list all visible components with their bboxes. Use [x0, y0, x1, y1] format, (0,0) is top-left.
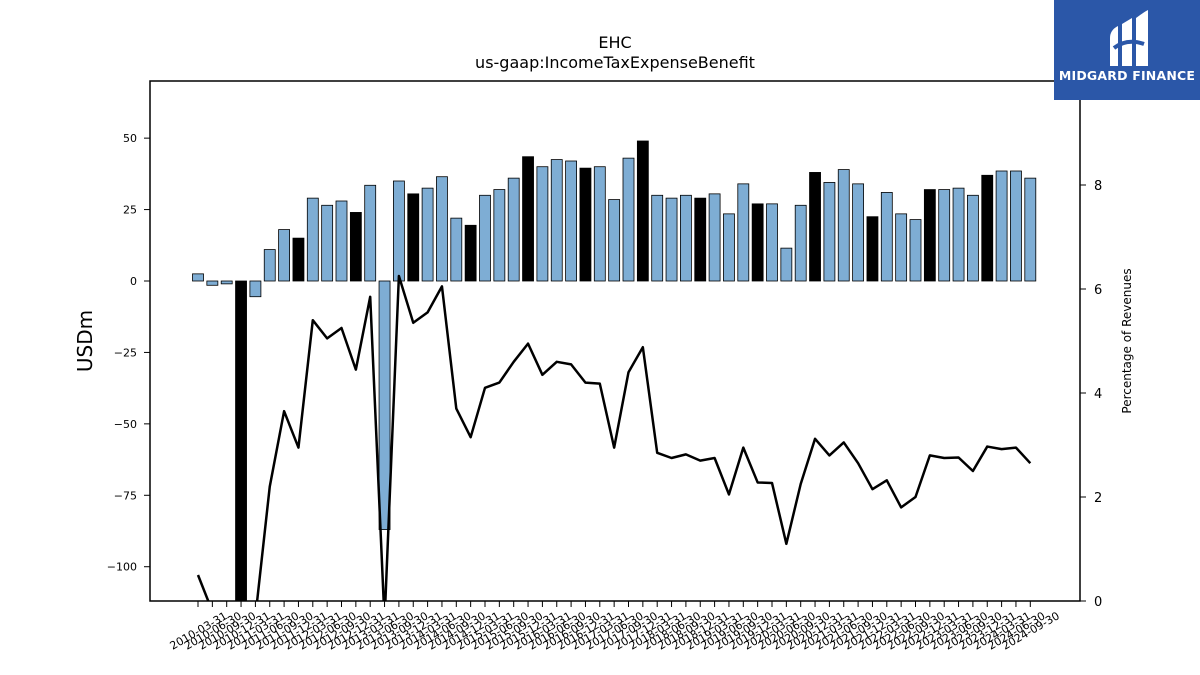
- bar: [723, 213, 735, 282]
- bar: [565, 160, 577, 282]
- bar: [823, 182, 836, 282]
- bar: [349, 212, 362, 282]
- midgard-logo-icon: [1110, 10, 1148, 66]
- bar: [737, 183, 750, 282]
- bar: [464, 224, 477, 282]
- logo-text: MIDGARD FINANCE: [1058, 68, 1196, 83]
- y2-tick-label: 4: [1094, 387, 1102, 402]
- bar: [665, 197, 678, 282]
- y-tick-label: 0: [130, 275, 137, 288]
- y-tick-label: −75: [114, 489, 137, 502]
- bar: [192, 273, 204, 282]
- bar: [895, 213, 908, 282]
- chart-subtitle: us-gaap:IncomeTaxExpenseBenefit: [475, 53, 755, 72]
- bar: [493, 189, 506, 282]
- y2-tick-label: 2: [1094, 491, 1102, 506]
- chart-title: EHC: [598, 33, 631, 52]
- y-tick-label: −50: [114, 418, 137, 431]
- bar: [335, 200, 348, 282]
- y2-axis-label: Percentage of Revenues: [1120, 268, 1134, 413]
- bar: [249, 280, 262, 298]
- bar: [306, 197, 319, 282]
- bar: [995, 170, 1008, 282]
- bar: [536, 166, 549, 282]
- bar: [235, 280, 247, 601]
- bar: [694, 197, 707, 282]
- y-axis-left: −100 −75 −50 −25 0 25 50: [107, 132, 150, 574]
- bar: [593, 166, 606, 282]
- bar: [1024, 177, 1037, 282]
- bar: [938, 189, 951, 282]
- bar: [794, 204, 807, 282]
- bar: [450, 217, 463, 282]
- bar: [407, 193, 420, 282]
- plot-frame: [149, 80, 1081, 602]
- y-tick-label: −100: [107, 561, 137, 574]
- bar: [809, 172, 821, 282]
- bar: [550, 159, 563, 282]
- brand-logo: MIDGARD FINANCE: [1054, 0, 1200, 100]
- revenue-pct-line: [196, 274, 1032, 601]
- bar: [708, 193, 721, 282]
- bar: [263, 249, 276, 282]
- bar: [608, 199, 621, 282]
- y2-tick-label: 0: [1094, 595, 1102, 610]
- bar: [852, 183, 864, 282]
- bar: [622, 157, 635, 282]
- y2-tick-label: 6: [1094, 283, 1102, 298]
- bar: [952, 187, 965, 282]
- y-axis-right: 0 2 4 6 8: [1080, 179, 1102, 610]
- bar: [364, 184, 377, 282]
- bar: [421, 187, 434, 282]
- bar: [278, 229, 291, 282]
- bar: [780, 247, 793, 282]
- bar: [522, 156, 534, 282]
- y-tick-label: 25: [123, 204, 137, 217]
- bar: [321, 204, 334, 282]
- bar: [751, 203, 764, 282]
- bar: [680, 194, 692, 282]
- bar: [837, 169, 850, 282]
- bar: [981, 174, 994, 282]
- bar: [292, 237, 305, 282]
- bar: [880, 192, 893, 282]
- bar: [866, 216, 879, 282]
- bar: [378, 280, 391, 530]
- bar: [923, 189, 936, 282]
- bar: [436, 176, 448, 282]
- bar: [479, 194, 491, 282]
- bar: [507, 177, 520, 282]
- bar: [220, 280, 233, 285]
- y-axis-label: USDm: [73, 310, 97, 372]
- bar: [651, 194, 664, 282]
- bar: [206, 280, 219, 286]
- y-tick-label: 50: [123, 132, 137, 145]
- y-tick-label: −25: [114, 346, 137, 359]
- bar: [392, 180, 405, 282]
- bar: [1010, 170, 1022, 282]
- x-axis: 2010-03-312010-06-302010-09-302010-12-31…: [168, 601, 1062, 653]
- bar: [579, 167, 592, 282]
- bar: [967, 194, 979, 282]
- bar: [766, 203, 778, 282]
- bar: [636, 140, 649, 282]
- bar: [909, 219, 922, 282]
- y2-tick-label: 8: [1094, 179, 1102, 194]
- plot-area: [192, 140, 1037, 601]
